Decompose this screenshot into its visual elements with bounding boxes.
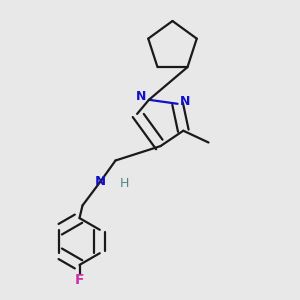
- Text: H: H: [120, 177, 129, 190]
- Text: N: N: [95, 175, 106, 188]
- Text: F: F: [75, 274, 84, 287]
- Text: N: N: [136, 90, 147, 103]
- Text: N: N: [180, 95, 190, 108]
